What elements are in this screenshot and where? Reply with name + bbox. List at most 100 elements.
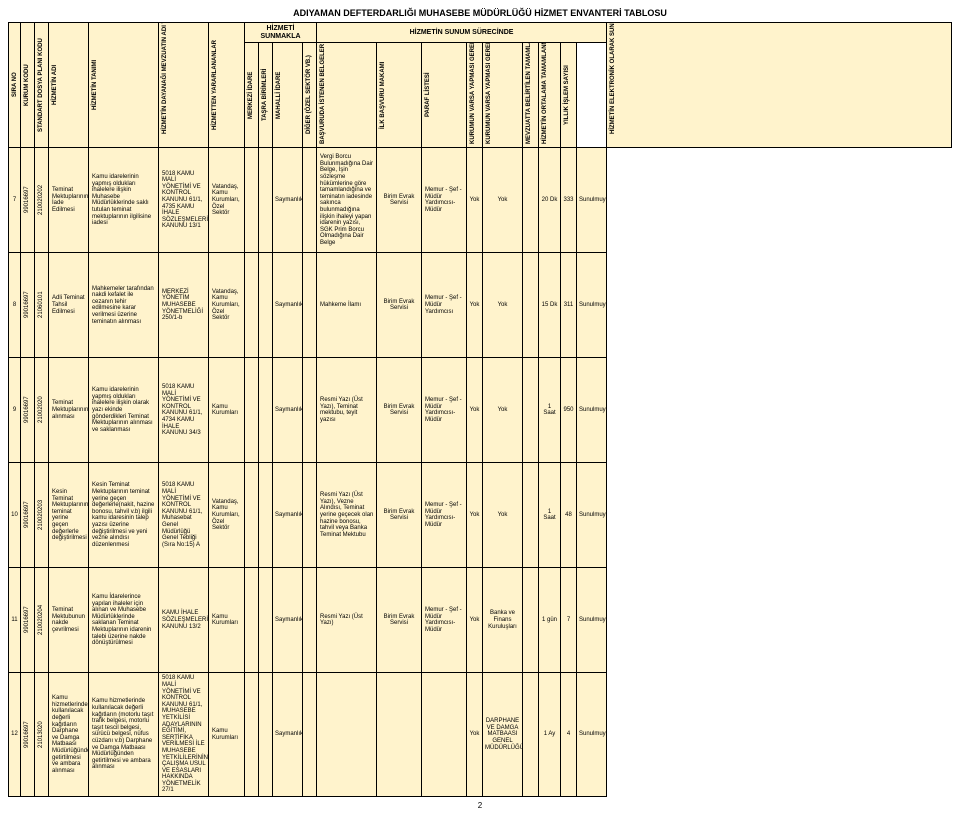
- cell-elektronik: Sunulmuyor.: [577, 463, 607, 568]
- cell-diger: [303, 148, 317, 253]
- cell-basvuru: Vergi Borcu Bulunmadığına Dair Belge, İş…: [317, 148, 377, 253]
- cell-ilkbasvuru: [377, 673, 422, 797]
- h-sira: SIRA NO: [11, 35, 20, 135]
- cell-kurum: 99016697: [21, 463, 35, 568]
- h-mahalli: MAHALLİ İDARE: [275, 45, 284, 145]
- cell-ic: Yok: [467, 253, 483, 358]
- h-tasra: TAŞRA BİRİMLERİ: [261, 45, 270, 145]
- cell-paraf: Memur - Şef - Müdür Yardımcısı- Müdür: [422, 568, 467, 673]
- cell-yillik: 950: [561, 358, 577, 463]
- page-number: 2: [8, 801, 952, 810]
- cell-kurum: 99016697: [21, 673, 35, 797]
- cell-mahalli: Saymanlık: [273, 463, 303, 568]
- cell-dayanak: MERKEZİ YÖNETİM MUHASEBE YÖNETMELİĞİ 250…: [159, 253, 209, 358]
- cell-sira: 7: [9, 148, 21, 253]
- h-dosya: STANDART DOSYA PLANI KODU: [37, 35, 46, 135]
- cell-yillik: 311: [561, 253, 577, 358]
- cell-mahalli: Saymanlık: [273, 358, 303, 463]
- cell-tasra: [259, 673, 273, 797]
- h-adi: HİZMETİN ADI: [51, 35, 60, 135]
- cell-diger: [303, 358, 317, 463]
- cell-yarar: Vatandaş, Kamu Kurumları, Özel Sektör: [209, 148, 245, 253]
- cell-tanim: Kamu idarelerinin yapmış oldukları ihale…: [89, 148, 159, 253]
- cell-yillik: 4: [561, 673, 577, 797]
- cell-paraf: Memur - Şef - Müdür Yardımcısı- Müdür: [422, 463, 467, 568]
- cell-mevzuat: [523, 568, 539, 673]
- table-row: 129901669721013020 Kamu hizmetlerinde kul…: [9, 673, 952, 797]
- cell-mevzuat: [523, 673, 539, 797]
- cell-merkezi: [245, 463, 259, 568]
- cell-ilkbasvuru: Birim Evrak Servisi: [377, 253, 422, 358]
- h-elektronik: HİZMETİN ELEKTRONİK OLARAK SUNULUP SUNUL…: [609, 35, 618, 135]
- cell-yarar: Vatandaş, Kamu Kurumları, Özel Sektör: [209, 253, 245, 358]
- cell-elektronik: Sunulmuyor.: [577, 568, 607, 673]
- cell-ilkbasvuru: Birim Evrak Servisi: [377, 358, 422, 463]
- cell-ilkbasvuru: Birim Evrak Servisi: [377, 148, 422, 253]
- inventory-table: SIRA NO KURUM KODU STANDART DOSYA PLANI …: [8, 22, 952, 797]
- table-row: 99901669721002020Teminat Mektuplarının a…: [9, 358, 952, 463]
- h-dis: KURUMUN VARSA YAPMASI GEREKEN DIŞ YAZIŞM…: [485, 45, 494, 145]
- cell-ilkbasvuru: Birim Evrak Servisi: [377, 568, 422, 673]
- cell-elektronik: Sunulmuyor.: [577, 148, 607, 253]
- cell-merkezi: [245, 253, 259, 358]
- cell-ic: Yok: [467, 148, 483, 253]
- cell-ortalama: 1 Saat: [539, 358, 561, 463]
- cell-basvuru: Resmi Yazı (Üst Yazı): [317, 568, 377, 673]
- h-mevzuat: MEVZUATTA BELİRTİLEN TAMAMLANMA SÜRESİ: [525, 45, 534, 145]
- cell-sira: 11: [9, 568, 21, 673]
- cell-adi: Teminat Mektuplarının İade Edilmesi: [49, 148, 89, 253]
- h-dayanak: HİZMETİN DAYANAĞI MEVZUATIN ADI VE MADDE…: [161, 35, 170, 135]
- cell-adi: Kesin Teminat Mektuplarının teminat yeri…: [49, 463, 89, 568]
- table-row: 1099016697210020203Kesin Teminat Mektupl…: [9, 463, 952, 568]
- cell-sira: 12: [9, 673, 21, 797]
- h-yarar: HİZMETTEN YARARLANANLAR: [211, 35, 220, 135]
- cell-sira: 10: [9, 463, 21, 568]
- cell-sira: 9: [9, 358, 21, 463]
- cell-yarar: Kamu Kurumları: [209, 358, 245, 463]
- cell-yarar: Vatandaş, Kamu Kurumları, Özel Sektör: [209, 463, 245, 568]
- cell-merkezi: [245, 358, 259, 463]
- h-ortalama: HİZMETİN ORTALAMA TAMAMLANMA SÜRESİ: [541, 45, 550, 145]
- cell-basvuru: [317, 673, 377, 797]
- cell-yarar: Kamu Kurumları: [209, 673, 245, 797]
- h-yillik: YILLIK İŞLEM SAYISI: [563, 45, 572, 145]
- cell-kurum: 99016697: [21, 253, 35, 358]
- cell-dosya: 21013020: [35, 673, 49, 797]
- cell-tanim: Kamu İdarelerince yapılan ihaleler için …: [89, 568, 159, 673]
- cell-tasra: [259, 463, 273, 568]
- h-basvuru: BAŞVURUDA İSTENEN BELGELER: [319, 45, 328, 145]
- cell-mahalli: Saymanlık: [273, 673, 303, 797]
- cell-tanim: Kamu hizmetlerinde kullanılacak değerli …: [89, 673, 159, 797]
- cell-kurum: 99016697: [21, 358, 35, 463]
- h-kurum: KURUM KODU: [23, 35, 32, 135]
- cell-merkezi: [245, 673, 259, 797]
- cell-ic: Yok: [467, 463, 483, 568]
- cell-ortalama: 20 Dk: [539, 148, 561, 253]
- cell-dosya: 21060101: [35, 253, 49, 358]
- cell-dayanak: 5018 KAMU MALİ YÖNETİMİ VE KONTROL KANUN…: [159, 148, 209, 253]
- cell-tasra: [259, 568, 273, 673]
- cell-dayanak: 5018 KAMU MALİ YÖNETİMİ VE KONTROL KANUN…: [159, 673, 209, 797]
- cell-mevzuat: [523, 358, 539, 463]
- cell-tasra: [259, 253, 273, 358]
- cell-paraf: Memur - Şef - Müdür Yardımcısı- Müdür: [422, 148, 467, 253]
- cell-dis: Yok: [483, 253, 523, 358]
- cell-sira: 8: [9, 253, 21, 358]
- cell-mahalli: Saymanlık: [273, 253, 303, 358]
- cell-mevzuat: [523, 463, 539, 568]
- cell-diger: [303, 253, 317, 358]
- cell-dis: Banka ve Finans Kuruluşları: [483, 568, 523, 673]
- cell-ic: Yok: [467, 568, 483, 673]
- cell-diger: [303, 568, 317, 673]
- h-ilkbasvuru: İLK BAŞVURU MAKAMI: [379, 45, 388, 145]
- cell-dosya: 21002020: [35, 358, 49, 463]
- cell-ortalama: 1 Saat: [539, 463, 561, 568]
- cell-dosya: 210020204: [35, 568, 49, 673]
- h-diger: DİĞER (ÖZEL SEKTÖR VB.): [305, 45, 314, 145]
- cell-yarar: Kamu Kurumları: [209, 568, 245, 673]
- cell-dis: Yok: [483, 463, 523, 568]
- cell-dayanak: 5018 KAMU MALİ YÖNETİMİ VE KONTROL KANUN…: [159, 358, 209, 463]
- page-title: ADIYAMAN DEFTERDARLIĞI MUHASEBE MÜDÜRLÜĞ…: [8, 8, 952, 18]
- h-ic: KURUMUN VARSA YAPMASI GEREKEN İÇ YAZIŞMA…: [469, 45, 478, 145]
- cell-dayanak: KAMU İHALE SÖZLEŞMELERİ KANUNU 13/2: [159, 568, 209, 673]
